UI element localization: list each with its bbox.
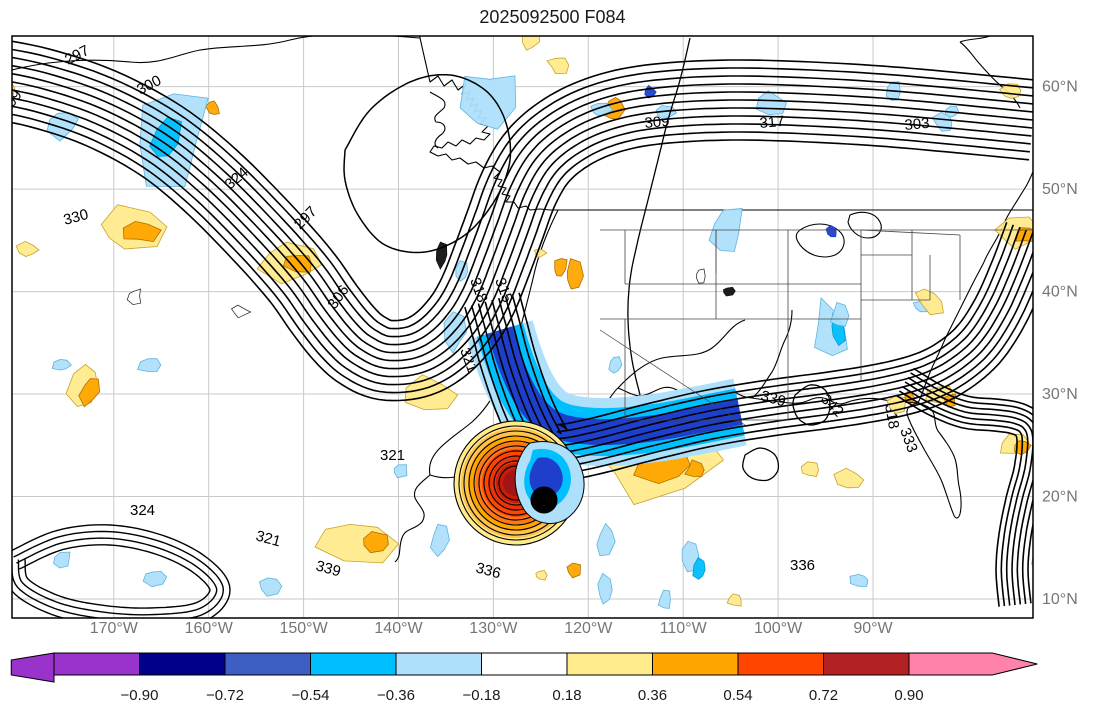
svg-text:−0.72: −0.72 (206, 687, 244, 704)
svg-text:−0.54: −0.54 (292, 687, 330, 704)
svg-text:0.90: 0.90 (894, 687, 923, 704)
svg-text:0.18: 0.18 (552, 687, 581, 704)
svg-text:−0.36: −0.36 (377, 687, 415, 704)
svg-text:−0.90: −0.90 (121, 687, 159, 704)
svg-text:0.72: 0.72 (809, 687, 838, 704)
svg-text:0.36: 0.36 (638, 687, 667, 704)
svg-text:−0.18: −0.18 (463, 687, 501, 704)
svg-text:0.54: 0.54 (723, 687, 752, 704)
